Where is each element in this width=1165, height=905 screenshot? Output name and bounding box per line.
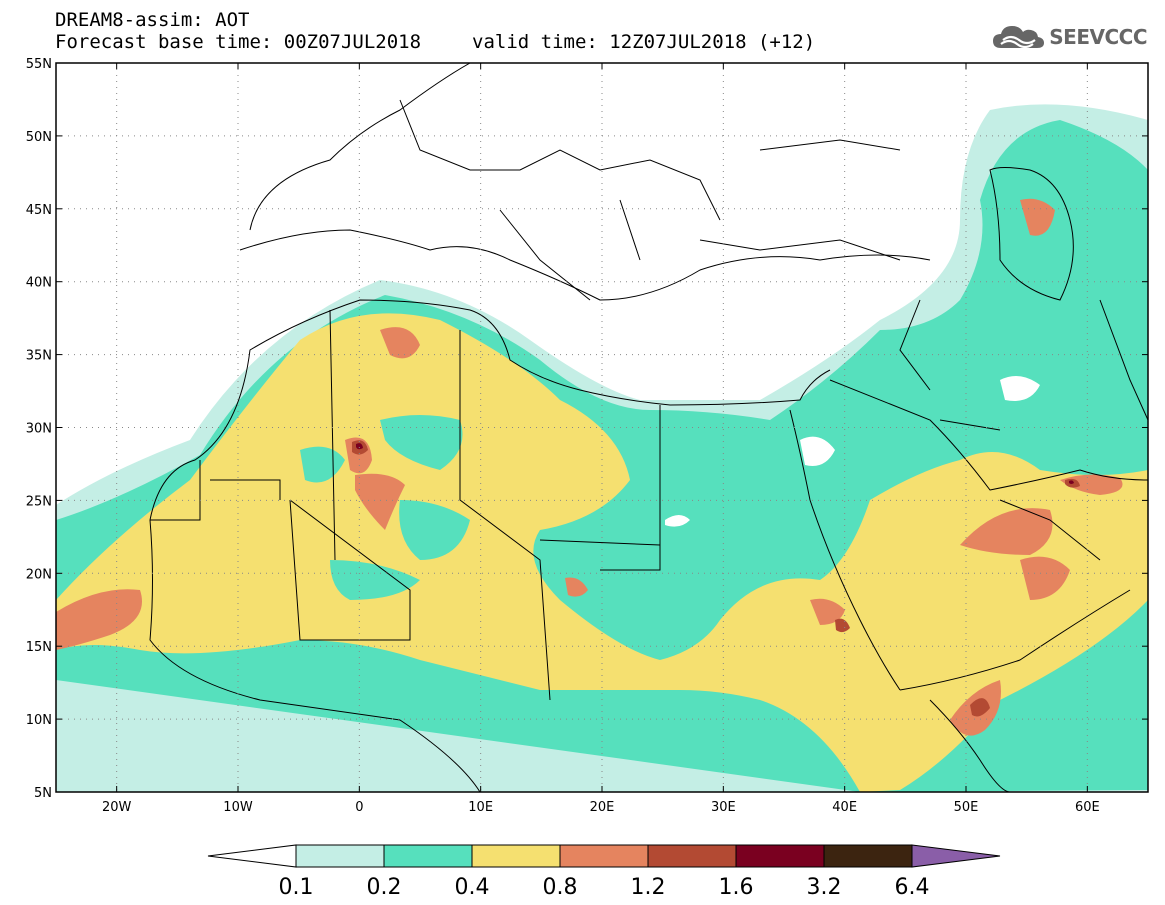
lon-axis: 20W 10W 0 10E 20E 30E 40E 50E 60E [102,63,1100,815]
colorbar-label: 0.4 [455,875,490,900]
colorbar-swatch [383,844,473,868]
lat-tick-label: 5N [34,786,52,801]
colorbar-label: 1.2 [631,875,666,900]
lon-tick-label: 60E [1075,800,1100,815]
colorbar-label: 0.1 [279,875,314,900]
aot-band-0.4 [56,313,1148,792]
colorbar-swatch [559,844,649,868]
colorbar-swatch [647,844,737,868]
colorbar: 0.1 0.2 0.4 0.8 1.2 1.6 3.2 6.4 [207,844,1001,900]
lon-tick-label: 20W [102,800,132,815]
lat-axis: 5N 10N 15N 20N 25N 30N 35N 40N 45N 50N 55N [26,57,1148,801]
colorbar-label: 0.8 [543,875,578,900]
graticule [56,63,1148,792]
lon-tick-label: 40E [832,800,857,815]
seevccc-logo: SEEVCCC [991,22,1147,52]
lat-tick-label: 50N [26,130,52,145]
lat-tick-label: 35N [26,349,52,364]
colorbar-swatch [295,844,385,868]
lon-tick-label: 0 [355,800,363,815]
colorbar-label: 3.2 [807,875,842,900]
product-title: DREAM8-assim: AOT [55,9,250,31]
lat-tick-label: 15N [26,640,52,655]
colorbar-swatch [735,844,825,868]
lon-tick-label: 20E [590,800,615,815]
lat-tick-label: 10N [26,713,52,728]
colorbar-max-triangle [911,844,1001,868]
aot-field [56,104,1148,792]
base-time: Forecast base time: 00Z07JUL2018 [55,31,422,53]
lat-tick-label: 20N [26,567,52,582]
valid-time: valid time: 12Z07JUL2018 (+12) [472,31,816,53]
lon-tick-label: 30E [711,800,736,815]
lon-tick-label: 10E [468,800,493,815]
lat-tick-label: 55N [26,57,52,72]
lat-tick-label: 45N [26,203,52,218]
colorbar-label: 0.2 [367,875,402,900]
lat-tick-label: 40N [26,276,52,291]
lon-tick-label: 10W [223,800,253,815]
lon-tick-label: 50E [954,800,979,815]
logo-text: SEEVCCC [1049,25,1147,49]
colorbar-swatch [471,844,561,868]
colorbar-min-triangle [207,844,297,868]
colorbar-label: 1.6 [719,875,754,900]
colorbar-swatch [823,844,913,868]
lat-tick-label: 25N [26,494,52,509]
lat-tick-label: 30N [26,422,52,437]
colorbar-label: 6.4 [895,875,930,900]
cloud-icon [993,26,1045,49]
